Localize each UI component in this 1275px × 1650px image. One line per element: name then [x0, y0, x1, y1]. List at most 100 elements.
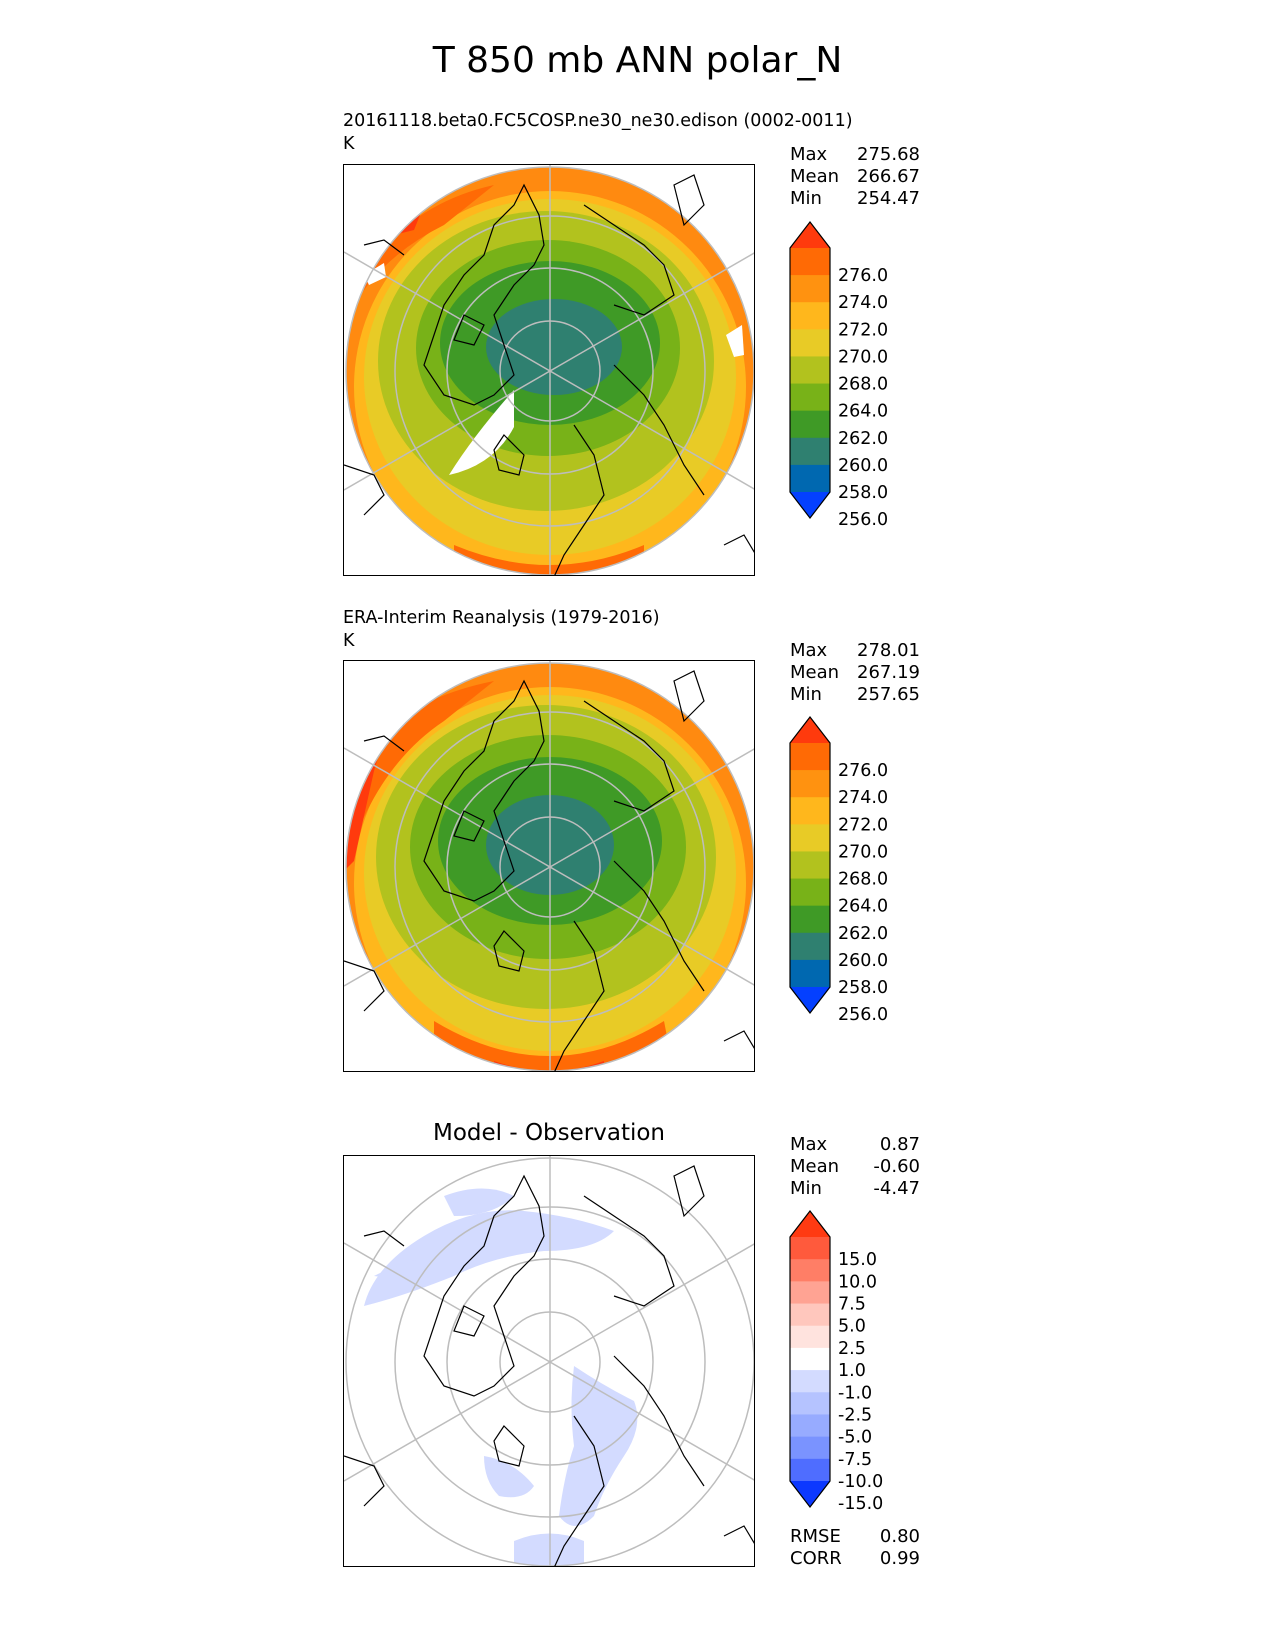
- colorbar-swatch: [790, 1347, 830, 1371]
- colorbar-tick-label: 260.0: [838, 951, 888, 971]
- test-coastlines: [344, 174, 754, 575]
- colorbar-tick-label: 276.0: [838, 266, 888, 286]
- colorbar-svg: 276.0 274.0 272.0 270.0 268.0 264.0 262.0 260.0…: [789, 716, 888, 1025]
- colorbar-tick-label: 7.5: [838, 1295, 866, 1315]
- colorbar-swatch: [790, 797, 830, 825]
- colorbar-tick-label: 262.0: [838, 924, 888, 944]
- colorbar-swatch: [790, 1325, 830, 1349]
- colorbar-tick-label: 256.0: [838, 510, 888, 530]
- colorbar-tick-label: 270.0: [838, 842, 888, 862]
- difference-field: [364, 1188, 638, 1566]
- difference-stat-min: Min -4.47: [790, 1178, 920, 1199]
- colorbar-tick-label: -1.0: [838, 1383, 872, 1403]
- reference-coastlines: [344, 670, 754, 1071]
- colorbar-swatch: [790, 1259, 830, 1282]
- test-graticule: [344, 165, 754, 575]
- colorbar-swatch: [790, 959, 830, 988]
- colorbar-swatch: [790, 1414, 830, 1438]
- colorbar-swatch: [790, 464, 830, 493]
- reference-stat-max: Max 278.01: [790, 640, 920, 661]
- reference-stat-min: Min 257.65: [790, 684, 920, 705]
- colorbar-extend-min: [790, 1481, 830, 1507]
- colorbar-svg: 276.0 274.0 272.0 270.0 268.0 264.0 262.0 260.0…: [789, 221, 888, 530]
- difference-title: Model - Observation: [432, 1120, 666, 1146]
- colorbar-tick-label: 260.0: [838, 456, 888, 476]
- colorbar-swatch: [790, 1458, 830, 1482]
- difference-metrics: RMSE 0.80 CORR 0.99: [790, 1526, 920, 1570]
- colorbar-tick-label: 274.0: [838, 788, 888, 808]
- colorbar-outline: [789, 1210, 831, 1508]
- figure-title: T 850 mb ANN polar_N: [432, 40, 843, 81]
- colorbar-swatch: [790, 932, 830, 961]
- colorbar-extend-min: [790, 492, 830, 518]
- colorbar-tick-label: 2.5: [838, 1339, 866, 1359]
- difference-stat-max: Max 0.87: [790, 1134, 920, 1155]
- colorbar-tick-label: 272.0: [838, 815, 888, 835]
- test-stats: Max 275.68 Mean 266.67 Min 254.47: [790, 144, 920, 210]
- colorbar-tick-label: 274.0: [838, 293, 888, 313]
- colorbar-tick-label: 256.0: [838, 1005, 888, 1025]
- colorbar-swatch: [790, 878, 830, 907]
- colorbar-tick-label: 1.0: [838, 1361, 866, 1381]
- colorbar-tick-label: 258.0: [838, 483, 888, 503]
- colorbar-swatch: [790, 1392, 830, 1415]
- colorbar-swatch: [790, 1281, 830, 1305]
- test-stat-mean: Mean 266.67: [790, 166, 920, 187]
- reference-case-name: ERA-Interim Reanalysis (1979-2016): [343, 608, 660, 628]
- test-case-name: 20161118.beta0.FC5COSP.ne30_ne30.edison …: [343, 111, 853, 131]
- colorbar-tick-label: -7.5: [838, 1450, 872, 1470]
- colorbar-outline: [789, 716, 831, 1014]
- reference-colorbar: 276.0 274.0 272.0 270.0 268.0 264.0 262.0 260.0…: [789, 716, 910, 1025]
- test-stat-min: Min 254.47: [790, 188, 920, 209]
- colorbar-swatch: [790, 824, 830, 852]
- metric-corr: CORR 0.99: [790, 1548, 920, 1569]
- colorbar-tick-label: 264.0: [838, 402, 888, 422]
- colorbar-tick-label: -10.0: [838, 1472, 883, 1492]
- colorbar-swatch: [790, 743, 830, 771]
- reference-graticule: [344, 661, 754, 1071]
- colorbar-swatch: [790, 1436, 830, 1460]
- reference-map: [343, 660, 755, 1072]
- reference-units: K: [343, 631, 355, 651]
- colorbar-tick-label: 268.0: [838, 375, 888, 395]
- colorbar-swatch: [790, 248, 830, 276]
- reference-stats: Max 278.01 Mean 267.19 Min 257.65: [790, 640, 920, 706]
- colorbar-swatch: [790, 851, 830, 880]
- test-units: K: [343, 134, 355, 154]
- colorbar-tick-label: -15.0: [838, 1494, 883, 1514]
- colorbar-swatch: [790, 1370, 830, 1393]
- colorbar-tick-label: 268.0: [838, 870, 888, 890]
- colorbar-extend-max: [790, 1211, 830, 1237]
- reference-stat-mean: Mean 267.19: [790, 662, 920, 683]
- colorbar-tick-label: 276.0: [838, 761, 888, 781]
- colorbar-extend-max: [790, 717, 830, 743]
- colorbar-outline: [789, 221, 831, 519]
- difference-stat-mean: Mean -0.60: [790, 1156, 920, 1177]
- colorbar-tick-label: -5.0: [838, 1428, 872, 1448]
- test-map: [343, 164, 755, 576]
- colorbar-extend-min: [790, 987, 830, 1013]
- colorbar-swatch: [790, 329, 830, 357]
- colorbar-extend-max: [790, 222, 830, 248]
- metric-rmse: RMSE 0.80: [790, 1526, 920, 1547]
- difference-map: [343, 1155, 755, 1567]
- colorbar-tick-label: 258.0: [838, 978, 888, 998]
- difference-graticule: [344, 1156, 754, 1566]
- test-colorbar: 276.0 274.0 272.0 270.0 268.0 264.0 262.0 260.0…: [789, 221, 910, 530]
- colorbar-swatch: [790, 302, 830, 330]
- colorbar-tick-label: -2.5: [838, 1405, 872, 1425]
- test-stat-max: Max 275.68: [790, 144, 920, 165]
- difference-coastlines: [344, 1165, 754, 1566]
- colorbar-swatch: [790, 1303, 830, 1327]
- colorbar-tick-label: 264.0: [838, 897, 888, 917]
- difference-stats: Max 0.87 Mean -0.60 Min -4.47: [790, 1134, 920, 1200]
- colorbar-swatch: [790, 410, 830, 439]
- colorbar-tick-label: 5.0: [838, 1317, 866, 1337]
- colorbar-swatch: [790, 1237, 830, 1260]
- colorbar-tick-label: 272.0: [838, 320, 888, 340]
- colorbar-tick-label: 10.0: [838, 1272, 877, 1292]
- colorbar-svg: 15.010.0 7.55.02.51.0-1.0-2.5 -5.0-7.5-10.…: [789, 1210, 883, 1514]
- colorbar-swatch: [790, 383, 830, 412]
- colorbar-swatch: [790, 437, 830, 466]
- difference-colorbar: 15.0 10.0 7.5 5.0 2.5 1.0 -1.0 -2.5 -5.0 -7.5 -10.…: [789, 1210, 910, 1514]
